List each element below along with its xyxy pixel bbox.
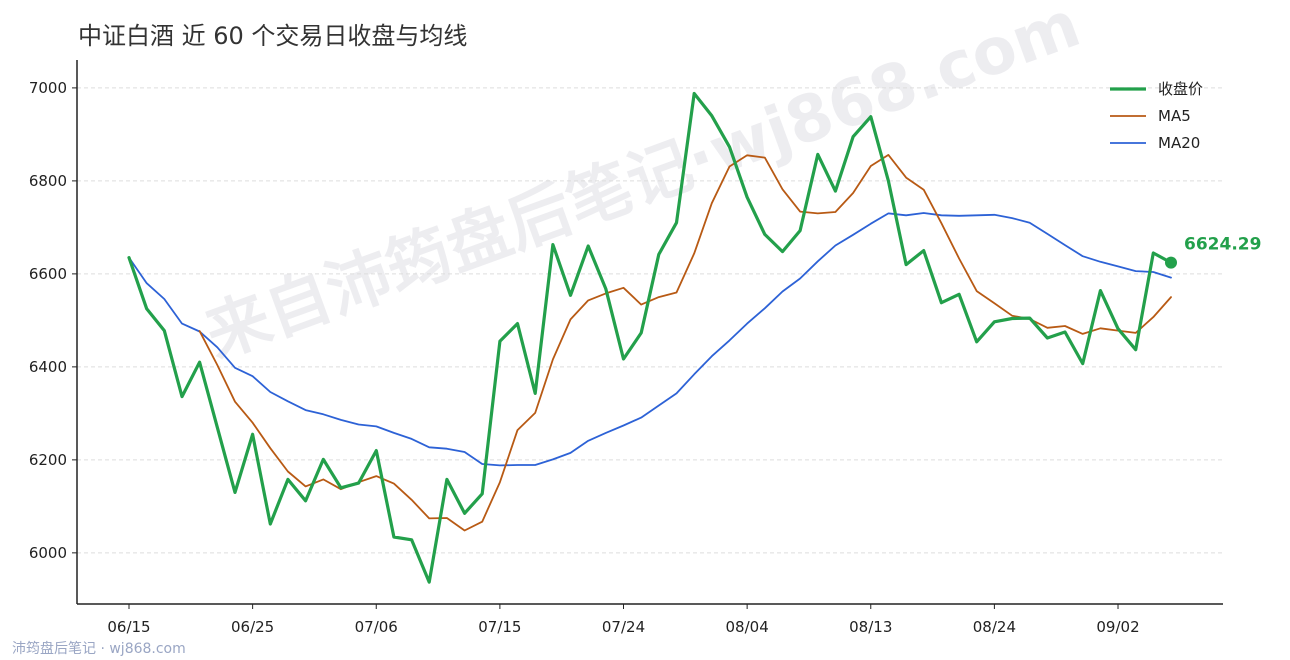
gridlines	[77, 87, 1223, 554]
x-tick-label: 07/15	[478, 618, 521, 636]
legend-label: MA20	[1158, 134, 1200, 152]
y-tick-label: 6200	[29, 451, 67, 469]
legend-label: 收盘价	[1158, 80, 1203, 98]
legend: 收盘价 MA5 MA20	[1110, 80, 1203, 152]
y-axis: 6000 6200 6400 6600 6800 7000	[29, 60, 78, 604]
x-tick-label: 08/24	[973, 618, 1016, 636]
series-close-line	[127, 91, 1173, 584]
x-tick-label: 09/02	[1096, 618, 1139, 636]
series-ma20-line	[128, 212, 1172, 467]
legend-label: MA5	[1158, 107, 1191, 125]
chart-title: 中证白酒 近 60 个交易日收盘与均线	[78, 22, 467, 50]
x-tick-label: 08/04	[726, 618, 769, 636]
y-tick-label: 6400	[29, 358, 67, 376]
series-ma5-line	[198, 154, 1172, 532]
last-close-point	[1165, 256, 1177, 269]
x-tick-label: 07/06	[355, 618, 398, 636]
y-tick-label: 6800	[29, 172, 67, 190]
x-axis: 06/15 06/25 07/06 07/15 07/24 08/04 08/13 08/24…	[77, 603, 1223, 636]
y-tick-label: 6600	[29, 265, 67, 283]
x-tick-label: 08/13	[849, 618, 892, 636]
last-close-label: 6624.29	[1184, 235, 1261, 255]
x-tick-label: 06/15	[107, 618, 150, 636]
x-tick-label: 07/24	[602, 618, 645, 636]
y-tick-label: 7000	[29, 79, 67, 97]
y-tick-label: 6000	[29, 544, 67, 562]
x-tick-label: 06/25	[231, 618, 274, 636]
series-lines	[127, 91, 1177, 584]
watermark: 来自沛筠盘后笔记·wj868.com	[196, 0, 1089, 373]
footer-credit: 沛筠盘后笔记 · wj868.com	[12, 640, 186, 657]
